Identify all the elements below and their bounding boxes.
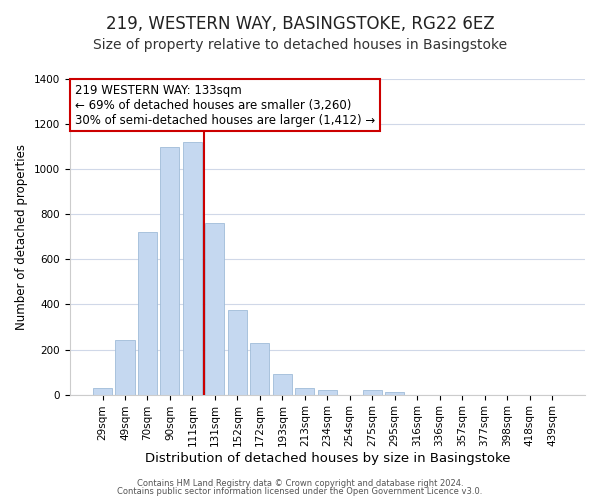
Text: 219 WESTERN WAY: 133sqm
← 69% of detached houses are smaller (3,260)
30% of semi: 219 WESTERN WAY: 133sqm ← 69% of detache… — [74, 84, 375, 126]
Bar — [115, 340, 134, 394]
Bar — [295, 388, 314, 394]
Bar — [385, 392, 404, 394]
Bar — [183, 142, 202, 395]
Bar — [93, 388, 112, 394]
Bar — [318, 390, 337, 394]
Bar — [273, 374, 292, 394]
Text: Contains public sector information licensed under the Open Government Licence v3: Contains public sector information licen… — [118, 487, 482, 496]
Bar — [228, 310, 247, 394]
Bar — [138, 232, 157, 394]
Text: Size of property relative to detached houses in Basingstoke: Size of property relative to detached ho… — [93, 38, 507, 52]
Bar — [250, 342, 269, 394]
Bar — [205, 224, 224, 394]
Text: 219, WESTERN WAY, BASINGSTOKE, RG22 6EZ: 219, WESTERN WAY, BASINGSTOKE, RG22 6EZ — [106, 15, 494, 33]
Bar — [362, 390, 382, 394]
Y-axis label: Number of detached properties: Number of detached properties — [15, 144, 28, 330]
Text: Contains HM Land Registry data © Crown copyright and database right 2024.: Contains HM Land Registry data © Crown c… — [137, 478, 463, 488]
X-axis label: Distribution of detached houses by size in Basingstoke: Distribution of detached houses by size … — [145, 452, 510, 465]
Bar — [160, 146, 179, 394]
